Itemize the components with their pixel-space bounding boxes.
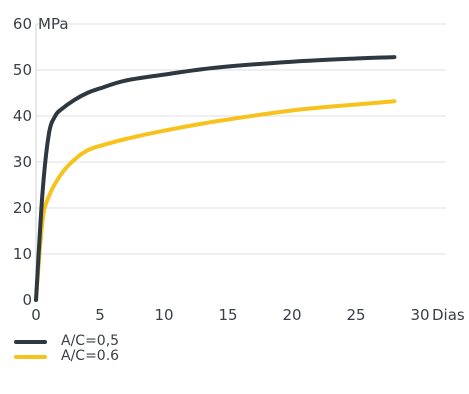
y-axis-ticks: 0 10 20 30 40 50 60	[13, 15, 32, 309]
series-line-1	[34, 55, 397, 302]
legend: A/C=0,5 A/C=0.6	[14, 334, 119, 364]
y-tick-label-60: 60	[13, 15, 32, 33]
y-tick-label-10: 10	[13, 245, 32, 263]
y-tick-label-0: 0	[22, 291, 32, 309]
series-line-2	[34, 99, 397, 302]
x-tick-label-0: 0	[31, 306, 41, 324]
legend-item-series-2: A/C=0.6	[14, 349, 119, 364]
y-tick-label-30: 30	[13, 153, 32, 171]
legend-item-series-1: A/C=0,5	[14, 334, 119, 349]
x-tick-label-30: 30	[410, 306, 429, 324]
x-tick-label-15: 15	[218, 306, 237, 324]
chart: 0 10 20 30 40 50 60 0 5 10 15 20 25 30 MPa Dias	[13, 15, 465, 324]
y-tick-label-20: 20	[13, 199, 32, 217]
y-tick-label-50: 50	[13, 61, 32, 79]
legend-swatch-series-2	[14, 354, 47, 359]
legend-label-series-1: A/C=0,5	[61, 333, 120, 349]
legend-label-series-2: A/C=0.6	[61, 348, 120, 364]
grid-lines	[36, 23, 446, 255]
x-tick-label-25: 25	[346, 306, 365, 324]
legend-swatch-series-1	[14, 339, 47, 344]
x-tick-label-5: 5	[95, 306, 105, 324]
x-axis-label: Dias	[432, 306, 465, 324]
x-axis-ticks: 0 5 10 15 20 25 30	[31, 306, 429, 324]
y-axis-label: MPa	[38, 15, 69, 33]
x-tick-label-10: 10	[154, 306, 173, 324]
y-tick-label-40: 40	[13, 107, 32, 125]
series-group	[34, 55, 397, 302]
x-tick-label-20: 20	[282, 306, 301, 324]
